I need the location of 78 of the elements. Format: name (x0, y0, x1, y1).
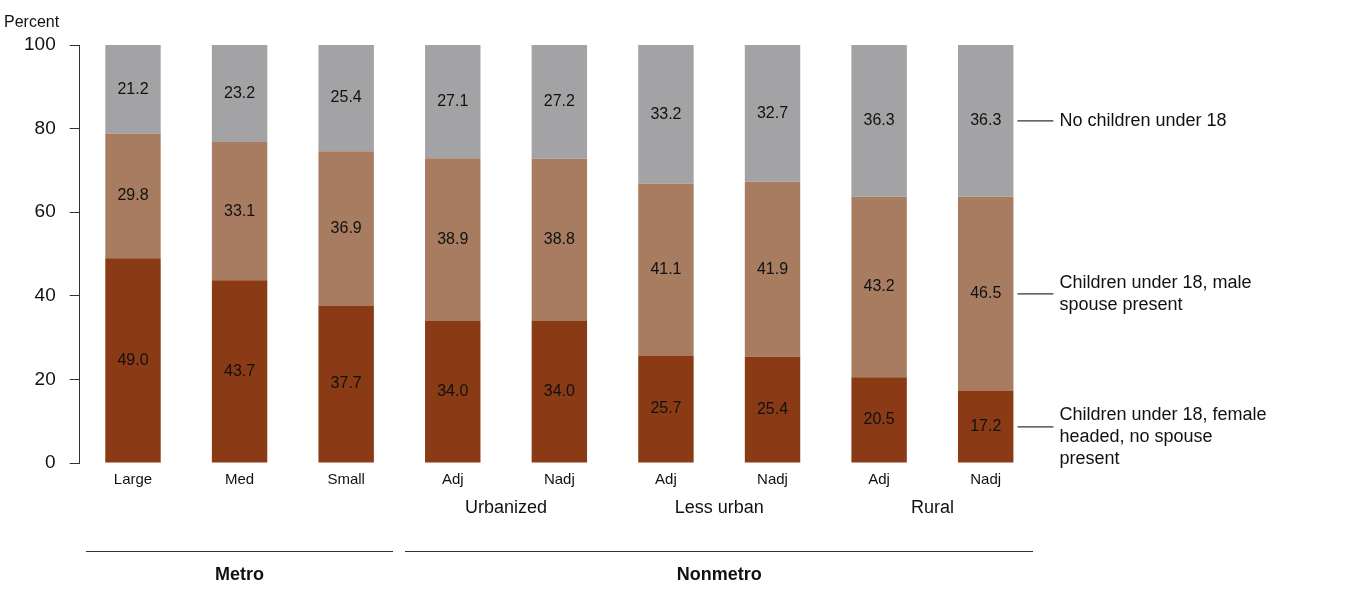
x-tick-label: Small (327, 470, 365, 488)
bar (531, 320, 588, 463)
data-label: 33.2 (650, 104, 682, 122)
data-label: 32.7 (756, 103, 789, 121)
data-label: 17.2 (970, 417, 1002, 435)
bar (744, 181, 801, 357)
bar (318, 45, 374, 152)
bar (957, 196, 1014, 392)
bar (211, 280, 268, 463)
bar (425, 45, 481, 159)
y-tick-label: 0 (45, 451, 56, 473)
y-tick-label: 60 (34, 200, 56, 222)
x-tick-label: Adj (868, 470, 890, 488)
bar (211, 141, 268, 281)
data-label: 25.4 (330, 88, 362, 106)
bar (531, 45, 588, 159)
bar (425, 320, 481, 463)
data-label: 36.9 (330, 218, 362, 236)
bar (105, 45, 161, 134)
data-label: 23.2 (224, 83, 256, 101)
data-label: 43.2 (863, 277, 895, 295)
bar (105, 133, 161, 259)
x-tick-label: Med (224, 470, 255, 488)
data-label: 25.7 (650, 399, 682, 417)
data-label: 43.7 (224, 361, 256, 379)
data-label: 33.1 (224, 201, 256, 219)
data-label: 34.0 (543, 382, 576, 400)
text: Metro (215, 563, 265, 584)
data-label: 27.2 (543, 92, 576, 110)
data-label: 36.3 (863, 111, 895, 129)
data-label: 25.4 (756, 400, 789, 418)
data-label: 46.5 (970, 284, 1002, 302)
bar (851, 196, 907, 378)
data-label: 21.2 (117, 79, 149, 97)
y-axis-title: Percent (4, 13, 60, 31)
bar (957, 391, 1014, 463)
bar (638, 45, 694, 184)
data-label: 41.1 (650, 260, 682, 278)
bar (851, 377, 907, 463)
y-tick-label: 80 (34, 116, 56, 138)
bar (744, 45, 801, 182)
data-label: 29.8 (117, 186, 149, 204)
y-tick-label: 100 (24, 33, 56, 55)
x-tick-label: Nadj (757, 470, 788, 488)
y-tick-label: 20 (34, 367, 56, 389)
text: Urbanized (465, 496, 548, 517)
data-label: 38.9 (437, 229, 469, 247)
bar (318, 305, 374, 463)
data-label: 36.3 (970, 111, 1002, 129)
bar (531, 158, 588, 321)
data-label: 41.9 (756, 259, 789, 277)
data-label: 20.5 (863, 410, 895, 428)
x-tick-label: Nadj (543, 470, 575, 488)
bar (105, 258, 161, 463)
bar (638, 183, 694, 356)
bar (851, 45, 907, 197)
x-tick-label: Adj (441, 470, 464, 488)
text: No children under 18 (1059, 109, 1227, 130)
data-label: 34.0 (437, 382, 469, 400)
data-label: 27.1 (437, 92, 469, 110)
text: Less urban (674, 496, 764, 517)
x-tick-label: Nadj (970, 470, 1002, 488)
bar (744, 356, 801, 463)
bar (425, 158, 481, 321)
text: Nonmetro (676, 563, 762, 584)
bar (211, 45, 268, 142)
text: Rural (910, 496, 954, 517)
x-tick-label: Adj (655, 470, 677, 488)
bar (318, 151, 374, 306)
data-label: 38.8 (543, 230, 576, 248)
y-tick-label: 40 (34, 284, 56, 306)
text: Children under 18, female headed, no spouse present (1059, 403, 1267, 468)
data-label: 37.7 (330, 374, 362, 392)
text: Children under 18, male spouse present (1059, 271, 1252, 314)
bar (638, 355, 694, 463)
data-label: 49.0 (117, 350, 149, 368)
x-tick-label: Large (113, 470, 153, 488)
bar (957, 45, 1014, 197)
